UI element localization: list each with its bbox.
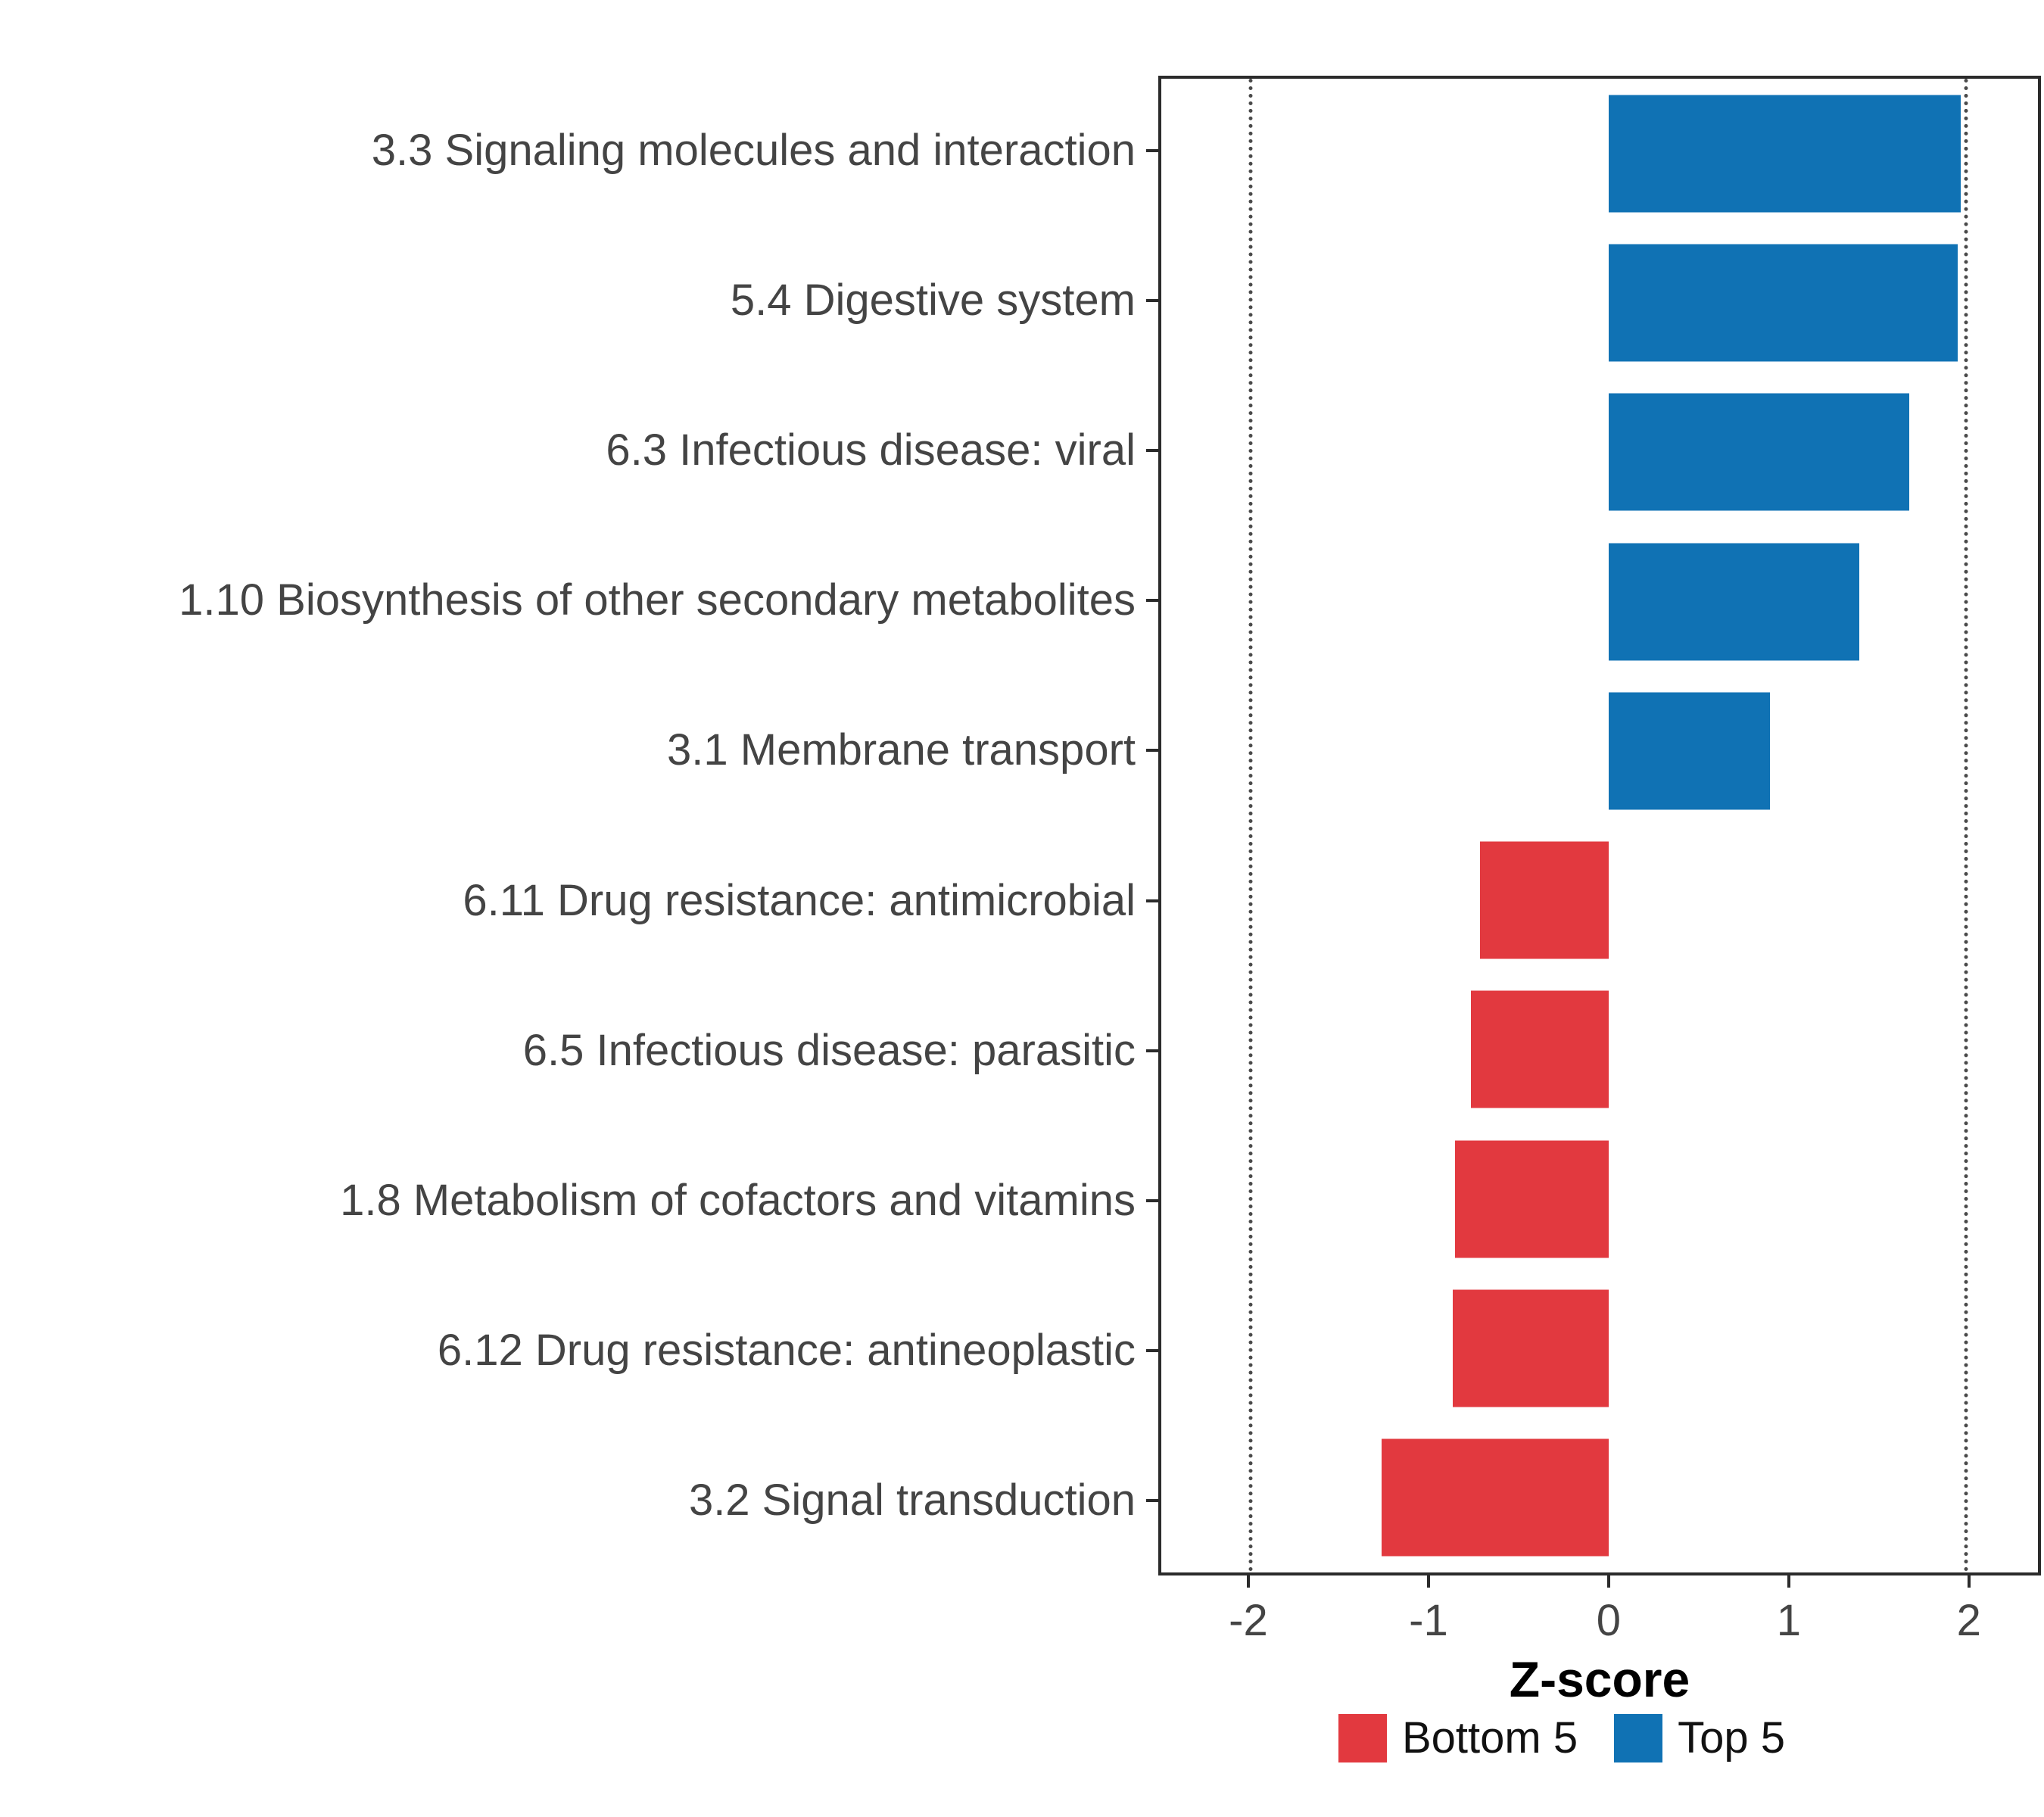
bar [1608,543,1859,661]
bar [1470,990,1609,1108]
y-axis-label: 1.8 Metabolism of cofactors and vitamins [340,1175,1136,1225]
legend-swatch-bottom-5 [1338,1713,1387,1762]
y-axis-label: 6.11 Drug resistance: antimicrobial [463,875,1136,925]
legend-item: Top 5 [1614,1713,1785,1763]
y-tick-mark [1146,299,1158,303]
y-tick-mark [1146,1198,1158,1202]
legend-swatch-top-5 [1614,1713,1663,1762]
legend: Bottom 5 Top 5 [1083,1713,2041,1763]
bar [1453,1289,1609,1407]
y-axis-label: 1.10 Biosynthesis of other secondary met… [179,575,1136,625]
x-tick-label: -1 [1409,1596,1448,1645]
y-tick-mark [1146,1348,1158,1352]
reference-line [1248,79,1253,1572]
bar [1608,393,1909,511]
y-tick-mark [1146,599,1158,603]
x-tick-mark [1606,1575,1610,1588]
y-tick-mark [1146,149,1158,153]
y-tick-mark [1146,449,1158,453]
bar [1608,95,1961,213]
legend-label: Bottom 5 [1401,1713,1578,1762]
y-axis-label: 6.5 Infectious disease: parasitic [522,1025,1136,1075]
y-tick-mark [1146,749,1158,753]
y-axis-label: 3.1 Membrane transport [667,725,1136,775]
reference-line [1964,79,1968,1572]
x-tick-mark [1787,1575,1790,1588]
y-axis-label: 3.2 Signal transduction [688,1475,1136,1525]
x-axis-title: Z-score [1509,1651,1690,1707]
bar [1454,1140,1609,1258]
bar [1479,841,1609,959]
y-axis-label: 6.3 Infectious disease: viral [606,425,1136,475]
x-tick-label: 0 [1596,1596,1622,1645]
bar [1381,1438,1609,1557]
x-tick-mark [1246,1575,1250,1588]
x-tick-label: -2 [1229,1596,1268,1645]
y-axis-label: 5.4 Digestive system [730,276,1136,326]
legend-label: Top 5 [1678,1713,1785,1762]
bar [1608,692,1770,810]
x-tick-mark [1426,1575,1430,1588]
y-axis-label: 3.3 Signaling molecules and interaction [371,126,1136,176]
plot-panel [1158,76,2041,1575]
y-tick-mark [1146,899,1158,902]
x-tick-label: 2 [1956,1596,1981,1645]
x-tick-mark [1967,1575,1971,1588]
y-tick-mark [1146,1049,1158,1052]
x-tick-label: 1 [1776,1596,1801,1645]
y-axis-label: 6.12 Drug resistance: antineoplastic [437,1325,1136,1375]
bar [1608,244,1958,362]
y-tick-mark [1146,1498,1158,1502]
legend-item: Bottom 5 [1338,1713,1578,1763]
